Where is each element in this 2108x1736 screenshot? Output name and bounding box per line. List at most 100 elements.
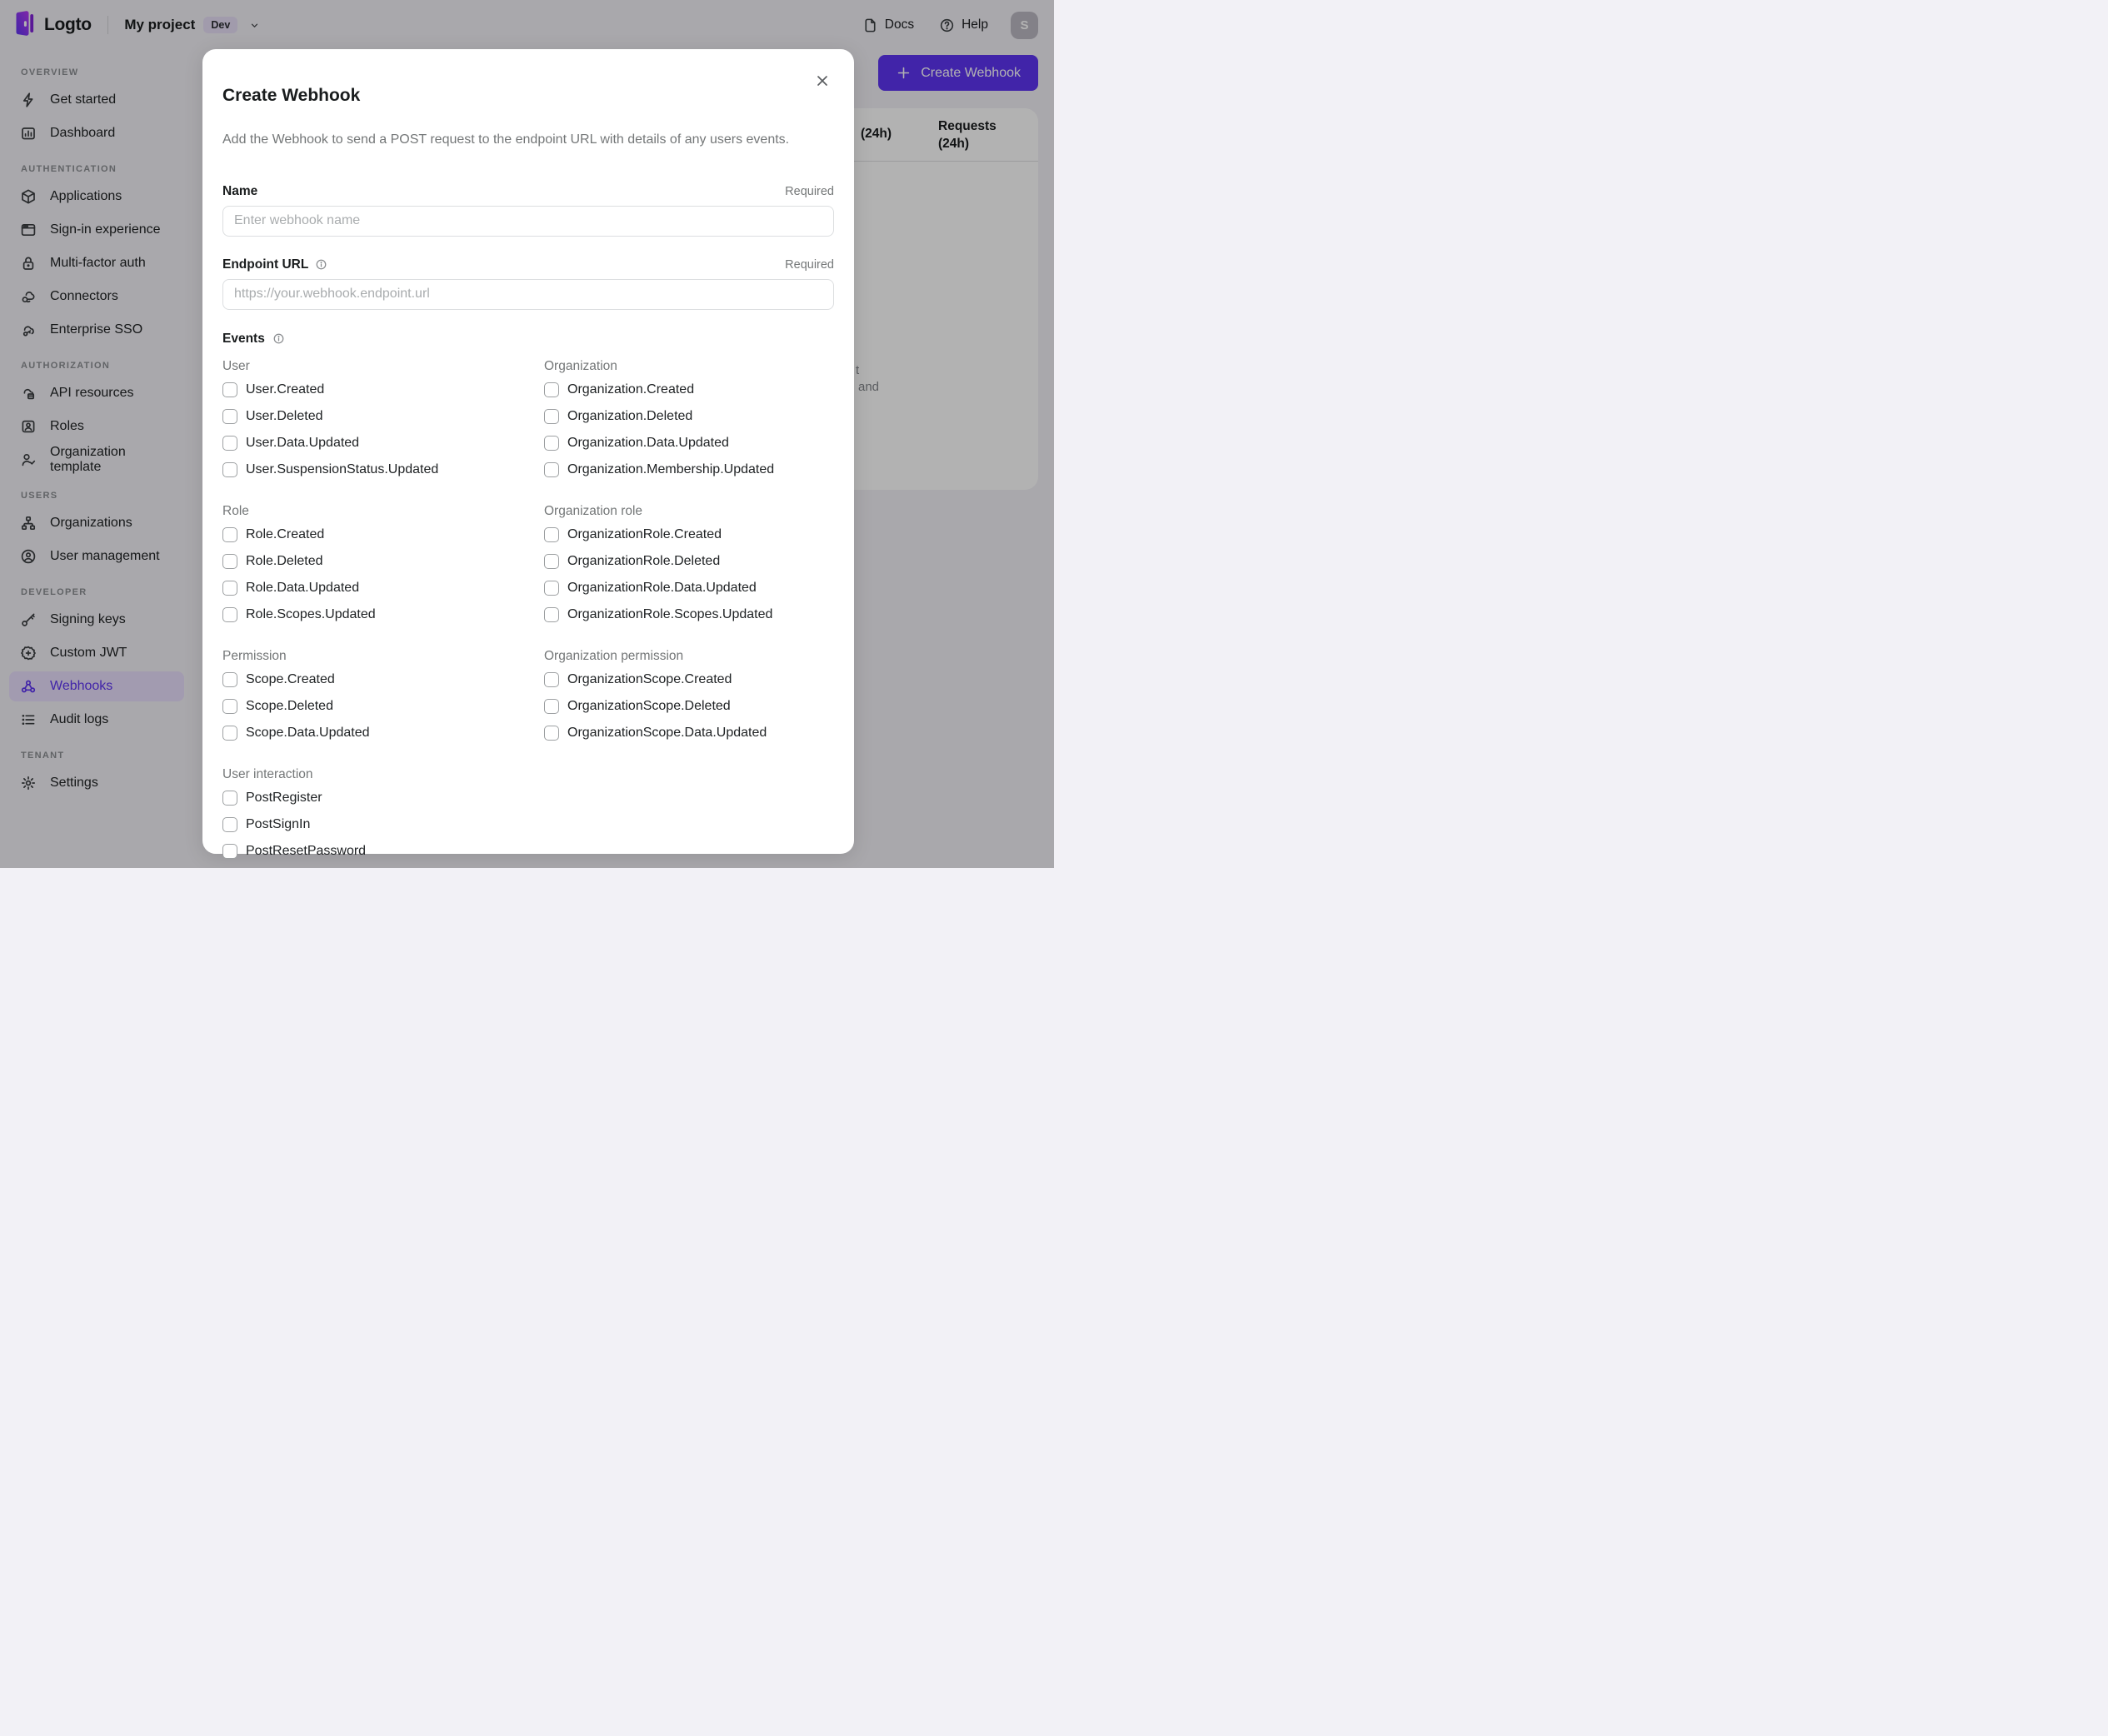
sidebar-item-enterprise-sso[interactable]: Enterprise SSO — [9, 315, 184, 345]
key-icon — [20, 611, 37, 628]
info-icon[interactable] — [315, 258, 327, 271]
org-chart-icon — [20, 515, 37, 531]
event-option-user-created[interactable]: User.Created — [222, 382, 544, 398]
sidebar-item-sign-in-experience[interactable]: Sign-in experience — [9, 215, 184, 245]
checkbox[interactable] — [222, 843, 237, 859]
sidebar-item-audit-logs[interactable]: Audit logs — [9, 705, 184, 735]
id-card-icon — [20, 418, 37, 435]
event-option-postregister[interactable]: PostRegister — [222, 790, 544, 806]
create-webhook-modal: Create Webhook Add the Webhook to send a… — [202, 49, 854, 859]
sidebar-item-dashboard[interactable]: Dashboard — [9, 118, 184, 148]
docs-button[interactable]: Docs — [862, 17, 914, 33]
event-option-label: PostSignIn — [246, 816, 311, 831]
event-option-role-data-updated[interactable]: Role.Data.Updated — [222, 580, 544, 596]
event-option-label: Role.Data.Updated — [246, 580, 360, 595]
checkbox[interactable] — [222, 790, 237, 806]
sidebar-item-multi-factor-auth[interactable]: Multi-factor auth — [9, 248, 184, 278]
checkbox[interactable] — [222, 461, 237, 477]
event-option-organizationrole-scopes-updated[interactable]: OrganizationRole.Scopes.Updated — [544, 606, 834, 623]
sidebar-section-label: USERS — [21, 491, 58, 501]
event-option-user-suspensionstatus-updated[interactable]: User.SuspensionStatus.Updated — [222, 461, 544, 478]
event-option-organizationrole-created[interactable]: OrganizationRole.Created — [544, 526, 834, 543]
checkbox[interactable] — [222, 698, 237, 714]
event-option-organizationrole-data-updated[interactable]: OrganizationRole.Data.Updated — [544, 580, 834, 596]
event-option-label: OrganizationScope.Data.Updated — [567, 725, 767, 740]
checkbox[interactable] — [222, 382, 237, 397]
endpoint-url-input[interactable] — [222, 278, 834, 310]
checkbox[interactable] — [544, 382, 559, 397]
endpoint-url-label: Endpoint URL — [222, 257, 309, 272]
sidebar-item-label: Audit logs — [50, 712, 109, 726]
webhook-name-input[interactable] — [222, 205, 834, 237]
event-option-scope-created[interactable]: Scope.Created — [222, 671, 544, 688]
project-switcher[interactable]: My project Dev — [124, 17, 261, 33]
event-option-organizationrole-deleted[interactable]: OrganizationRole.Deleted — [544, 553, 834, 570]
checkbox[interactable] — [222, 408, 237, 424]
event-option-organizationscope-deleted[interactable]: OrganizationScope.Deleted — [544, 698, 834, 715]
event-option-label: Organization.Membership.Updated — [567, 461, 775, 476]
event-option-scope-deleted[interactable]: Scope.Deleted — [222, 698, 544, 715]
event-option-label: User.Data.Updated — [246, 435, 360, 450]
event-option-organization-created[interactable]: Organization.Created — [544, 382, 834, 398]
event-option-postresetpassword[interactable]: PostResetPassword — [222, 843, 544, 860]
event-option-organizationscope-data-updated[interactable]: OrganizationScope.Data.Updated — [544, 725, 834, 741]
event-option-role-created[interactable]: Role.Created — [222, 526, 544, 543]
sidebar-item-roles[interactable]: Roles — [9, 412, 184, 441]
sidebar-item-api-resources[interactable]: API resources — [9, 378, 184, 408]
checkbox[interactable] — [222, 435, 237, 451]
sidebar-item-user-management[interactable]: User management — [9, 541, 184, 571]
checkbox[interactable] — [544, 580, 559, 596]
sidebar-item-label: Settings — [50, 776, 98, 790]
seal-plus-icon — [20, 645, 37, 661]
create-webhook-button[interactable]: Create Webhook — [878, 55, 1038, 91]
close-button[interactable] — [811, 69, 834, 95]
checkbox[interactable] — [544, 553, 559, 569]
sidebar-section-label: DEVELOPER — [21, 587, 87, 597]
sidebar-item-custom-jwt[interactable]: Custom JWT — [9, 638, 184, 668]
event-option-organizationscope-created[interactable]: OrganizationScope.Created — [544, 671, 834, 688]
event-option-role-scopes-updated[interactable]: Role.Scopes.Updated — [222, 606, 544, 623]
endpoint-required-label: Required — [785, 257, 834, 272]
sidebar-item-applications[interactable]: Applications — [9, 182, 184, 212]
event-option-organization-deleted[interactable]: Organization.Deleted — [544, 408, 834, 425]
checkbox[interactable] — [222, 671, 237, 687]
sidebar-item-label: Webhooks — [50, 679, 113, 693]
checkbox[interactable] — [544, 671, 559, 687]
event-option-user-data-updated[interactable]: User.Data.Updated — [222, 435, 544, 451]
event-option-user-deleted[interactable]: User.Deleted — [222, 408, 544, 425]
checkbox[interactable] — [544, 408, 559, 424]
sidebar-item-organizations[interactable]: Organizations — [9, 508, 184, 538]
event-group-user-interaction: User interaction PostRegister PostSignIn Po… — [222, 766, 544, 868]
checkbox[interactable] — [544, 435, 559, 451]
checkbox[interactable] — [544, 725, 559, 741]
checkbox[interactable] — [222, 553, 237, 569]
sidebar-item-settings[interactable]: Settings — [9, 768, 184, 798]
event-option-organization-membership-updated[interactable]: Organization.Membership.Updated — [544, 461, 834, 478]
event-option-label: Role.Deleted — [246, 553, 323, 568]
event-option-role-deleted[interactable]: Role.Deleted — [222, 553, 544, 570]
info-icon[interactable] — [272, 332, 285, 345]
event-option-postsignin[interactable]: PostSignIn — [222, 816, 544, 833]
logto-logo[interactable]: Logto — [13, 10, 92, 40]
event-option-organization-data-updated[interactable]: Organization.Data.Updated — [544, 435, 834, 451]
checkbox[interactable] — [544, 526, 559, 542]
checkbox[interactable] — [544, 461, 559, 477]
checkbox[interactable] — [544, 698, 559, 714]
cloud-box-icon — [20, 385, 37, 402]
checkbox[interactable] — [222, 606, 237, 622]
event-option-scope-data-updated[interactable]: Scope.Data.Updated — [222, 725, 544, 741]
checkbox[interactable] — [222, 816, 237, 832]
sidebar-item-signing-keys[interactable]: Signing keys — [9, 605, 184, 635]
checkbox[interactable] — [222, 526, 237, 542]
gear-icon — [20, 775, 37, 791]
sidebar-item-organization-template[interactable]: Organization template — [9, 445, 184, 475]
help-button[interactable]: Help — [939, 17, 988, 33]
checkbox[interactable] — [544, 606, 559, 622]
checkbox[interactable] — [222, 580, 237, 596]
checkbox[interactable] — [222, 725, 237, 741]
sidebar-item-webhooks[interactable]: Webhooks — [9, 671, 184, 701]
modal-title: Create Webhook — [222, 86, 361, 106]
sidebar-item-get-started[interactable]: Get started — [9, 85, 184, 115]
sidebar-item-connectors[interactable]: Connectors — [9, 282, 184, 312]
avatar[interactable]: S — [1011, 11, 1038, 39]
